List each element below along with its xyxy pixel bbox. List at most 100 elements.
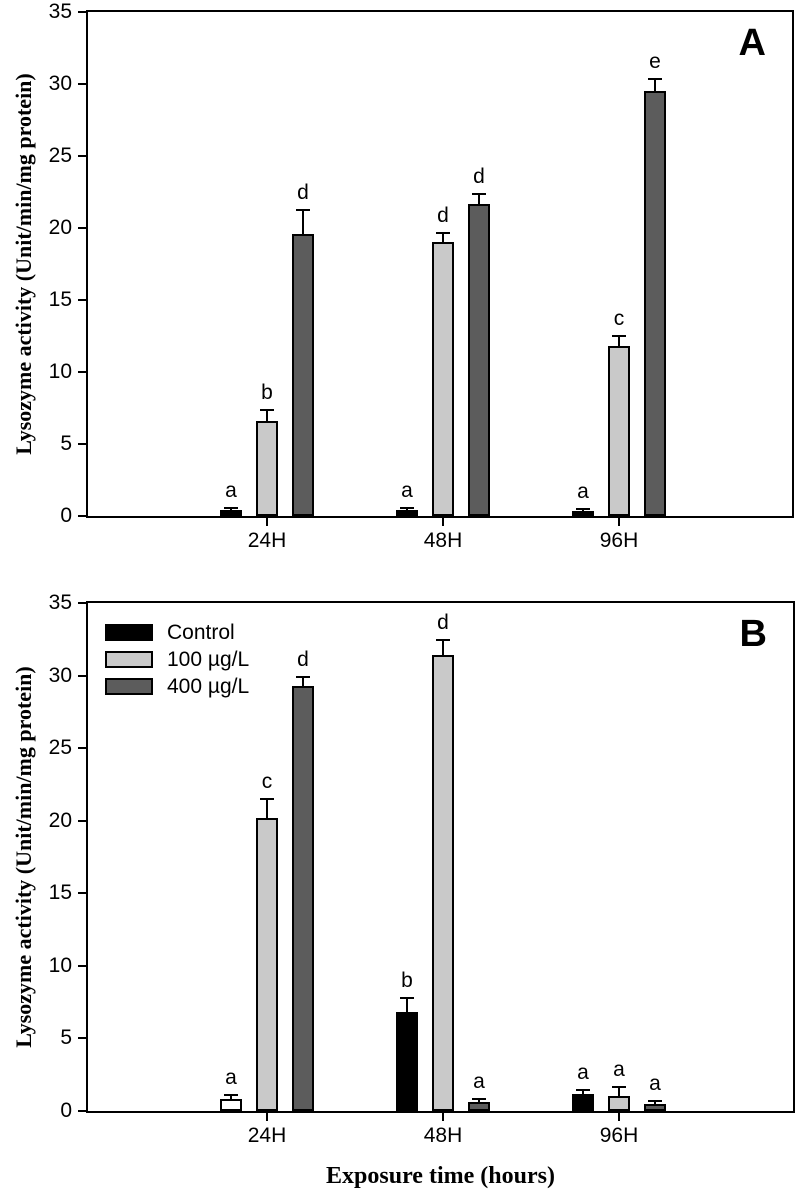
error-bar (230, 1095, 232, 1099)
bar-96h-400-g-l (644, 1103, 666, 1111)
y-tick-label: 0 (60, 504, 72, 527)
y-tick-label: 25 (48, 736, 72, 760)
y-tick-label: 10 (48, 360, 72, 383)
bar-96h-400-g-l (644, 91, 666, 516)
error-bar (618, 1087, 620, 1096)
error-bar-cap (400, 506, 414, 509)
x-tick-label: 24H (247, 1124, 287, 1147)
error-bar-cap (436, 638, 450, 641)
error-bar (230, 508, 232, 511)
error-bar (266, 800, 268, 818)
sig-letter: b (401, 969, 413, 993)
y-tick (78, 602, 86, 604)
bar-96h-control (572, 1094, 594, 1111)
x-tick (442, 518, 444, 526)
x-tick (618, 1113, 620, 1121)
legend-label: 100 µg/L (167, 647, 250, 671)
error-bar (618, 337, 620, 347)
y-tick (78, 747, 86, 750)
y-tick (78, 892, 86, 895)
legend-swatch (105, 651, 153, 668)
panel-a-label: A (738, 22, 766, 64)
y-tick (78, 227, 86, 229)
y-tick (78, 155, 86, 157)
bar-48h-400-g-l (468, 203, 490, 516)
sig-letter: b (261, 380, 273, 404)
y-tick (78, 299, 86, 301)
bar-24h-control (220, 510, 242, 516)
y-tick-label: 30 (48, 72, 72, 95)
y-tick (78, 1110, 86, 1112)
bar-96h-control (572, 510, 594, 516)
y-tick (78, 83, 86, 85)
x-tick-label: 48H (423, 529, 463, 552)
error-bar-cap (436, 231, 450, 234)
panel-b-y-axis-title: Lysozyme activity (Unit/min/mg protein) (11, 666, 36, 1048)
legend-label: 400 µg/L (167, 674, 250, 698)
legend: Control 100 µg/L 400 µg/L (105, 619, 249, 700)
legend-label: Control (167, 620, 235, 644)
sig-letter: e (649, 49, 661, 73)
panel-b-label: B (739, 613, 767, 655)
legend-swatch (105, 624, 153, 641)
error-bar (266, 410, 268, 421)
y-tick-label: 10 (48, 953, 72, 977)
legend-swatch (105, 678, 153, 695)
error-bar-cap (296, 208, 310, 211)
bar-24h-100-g-l (256, 817, 278, 1111)
bar-96h-100-g-l (608, 346, 630, 516)
panel-a-plot: A 0 5 10 15 20 25 30 35 24H 48H 96H a a a b d c d d e (49, 0, 794, 552)
y-tick (78, 515, 86, 517)
error-bar (582, 509, 584, 511)
bar-96h-100-g-l (608, 1095, 630, 1111)
sig-letter: a (225, 1065, 237, 1089)
bar-24h-400-g-l (292, 685, 314, 1111)
sig-letter: a (649, 1072, 661, 1096)
y-tick-label: 20 (48, 808, 72, 832)
error-bar-cap (260, 408, 274, 411)
error-bar-cap (612, 1085, 626, 1088)
y-tick-label: 0 (60, 1099, 72, 1122)
y-tick-label: 15 (48, 881, 72, 905)
x-tick (442, 1113, 444, 1121)
error-bar-cap (400, 997, 414, 1000)
error-bar (442, 640, 444, 656)
y-tick (78, 11, 86, 13)
panel-a-y-axis-title: Lysozyme activity (Unit/min/mg protein) (11, 73, 36, 455)
sig-letter: d (437, 610, 449, 634)
x-tick (266, 518, 268, 526)
y-tick-label: 5 (60, 432, 72, 455)
error-bar (654, 1102, 656, 1104)
sig-letter: d (437, 203, 449, 227)
error-bar-cap (472, 1098, 486, 1101)
error-bar (406, 508, 408, 511)
bar-24h-100-g-l (256, 420, 278, 516)
y-tick-label: 20 (48, 216, 72, 239)
y-tick-label: 5 (60, 1026, 72, 1050)
y-tick-label: 25 (48, 144, 72, 167)
sig-letter: a (613, 1057, 625, 1081)
error-bar (478, 1100, 480, 1103)
y-tick (78, 819, 86, 822)
error-bar (406, 999, 408, 1013)
error-bar (442, 233, 444, 243)
error-bar-cap (648, 77, 662, 80)
error-bar-cap (224, 1093, 238, 1096)
y-tick (78, 964, 86, 967)
x-tick-label: 96H (599, 1124, 639, 1147)
y-tick-label: 35 (48, 0, 72, 23)
sig-letter: a (401, 478, 413, 502)
bar-24h-control (220, 1098, 242, 1111)
x-tick-label: 24H (247, 529, 287, 552)
error-bar (654, 79, 656, 92)
error-bar-cap (224, 506, 238, 509)
sig-letter: d (473, 164, 485, 188)
x-tick-label: 48H (423, 1124, 463, 1147)
error-bar-cap (648, 1100, 662, 1103)
error-bar-cap (576, 507, 590, 510)
y-tick (78, 371, 86, 373)
bar-48h-control (396, 1012, 418, 1111)
bar-48h-100-g-l (432, 242, 454, 516)
y-tick (78, 443, 86, 445)
